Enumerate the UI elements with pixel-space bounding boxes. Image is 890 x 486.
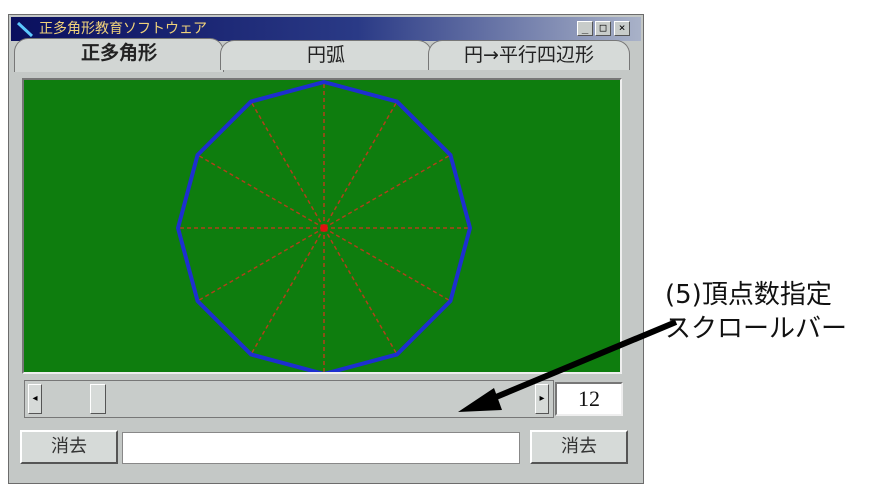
scroll-right-arrow-icon[interactable]: ▸ bbox=[535, 384, 549, 414]
clear-button-left[interactable]: 消去 bbox=[20, 430, 118, 464]
radius-line bbox=[250, 101, 325, 229]
tab-circle-to-parallelogram[interactable]: 円→平行四辺形 bbox=[428, 40, 630, 70]
radius-line bbox=[197, 154, 325, 229]
center-point bbox=[320, 224, 328, 232]
app-icon bbox=[17, 21, 33, 37]
tab-regular-polygon[interactable]: 正多角形 bbox=[14, 38, 224, 72]
vertex-count-display: 12 bbox=[555, 382, 623, 416]
annotation-label: (5)頂点数指定 スクロールバー bbox=[665, 278, 847, 346]
radius-line bbox=[197, 227, 325, 302]
radius-line bbox=[323, 154, 451, 229]
close-button[interactable]: × bbox=[614, 21, 630, 36]
clear-button-right[interactable]: 消去 bbox=[530, 430, 628, 464]
radius-line bbox=[323, 227, 451, 302]
maximize-button[interactable]: □ bbox=[595, 21, 611, 36]
tab-arc[interactable]: 円弧 bbox=[220, 40, 432, 70]
regular-polygon bbox=[175, 80, 473, 372]
scroll-left-arrow-icon[interactable]: ◂ bbox=[28, 384, 42, 414]
radius-line bbox=[250, 227, 325, 355]
annotation-line-1: (5)頂点数指定 bbox=[665, 280, 832, 310]
input-field[interactable] bbox=[122, 432, 520, 464]
window-title: 正多角形教育ソフトウェア bbox=[39, 21, 207, 37]
tab-strip: 正多角形 円弧 円→平行四辺形 bbox=[14, 38, 630, 74]
polygon-drawing bbox=[175, 80, 473, 372]
vertex-count-scrollbar[interactable]: ◂ ▸ bbox=[24, 380, 554, 418]
minimize-button[interactable]: _ bbox=[577, 21, 593, 36]
annotation-line-2: スクロールバー bbox=[665, 314, 848, 344]
radius-line bbox=[323, 101, 398, 229]
radius-lines bbox=[178, 82, 470, 372]
title-bar[interactable]: 正多角形教育ソフトウェア _ □ × bbox=[11, 17, 641, 41]
radius-line bbox=[323, 227, 398, 355]
drawing-canvas[interactable] bbox=[22, 78, 622, 374]
scrollbar-thumb[interactable] bbox=[89, 384, 106, 414]
